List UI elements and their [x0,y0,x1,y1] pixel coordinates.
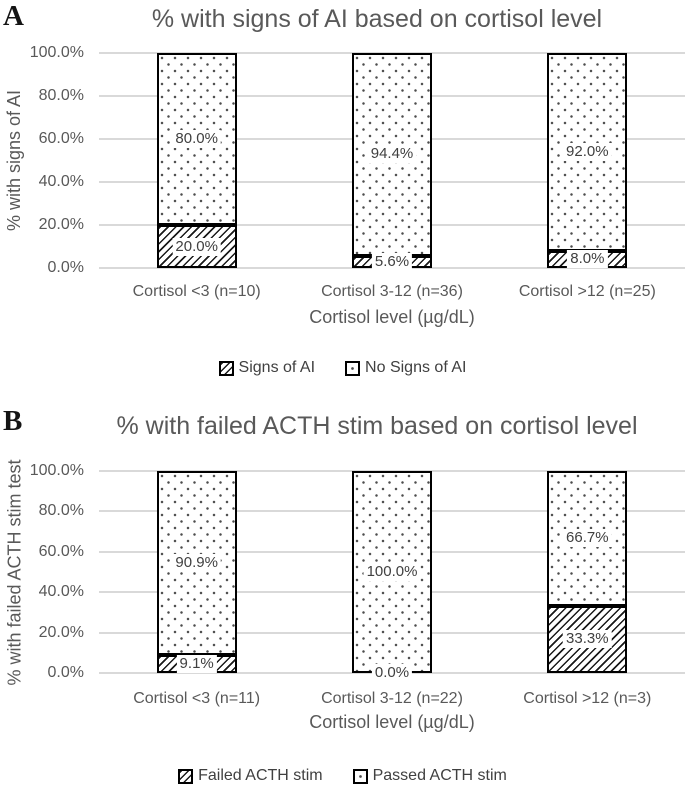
legend-label: Signs of AI [238,359,316,376]
y-tick-label: 100.0% [29,462,84,479]
x-axis-title-a: Cortisol level (µg/dL) [309,307,475,327]
plot-area-b: 9.1% 90.9% 0.0% 100.0% 33.3% 66.7% [99,470,685,682]
y-tick-label: 80.0% [38,87,84,104]
y-tick-label: 20.0% [38,623,84,641]
y-tick-label: 60.0% [38,542,84,560]
legend-item: Failed ACTH stim [178,767,323,785]
panel-letter-b: B [3,405,23,437]
bar-segment-hatch [547,605,628,673]
stacked-bar: 0.0% 100.0% [352,471,432,682]
chart-title-a: % with signs of AI based on cortisol lev… [151,5,603,33]
chart-panel-b: B % with failed ACTH stim based on corti… [0,395,685,789]
x-axis-category-labels: Cortisol <3 (n=11) Cortisol 3-12 (n=22) Co… [99,689,685,709]
gridline [99,52,685,54]
panel-letter-a: A [3,0,24,32]
category-label: Cortisol 3-12 (n=22) [321,690,463,707]
y-tick-label: 0.0% [47,664,84,681]
data-label: 90.9% [172,553,221,572]
legend-label: Failed ACTH stim [198,767,323,784]
y-tick-label: 40.0% [38,583,84,601]
data-label: 80.0% [172,130,221,148]
y-axis-tick-labels: 100.0% 80.0% 60.0% 40.0% 20.0% 0.0% [0,462,88,681]
data-label: 5.6% [371,252,413,271]
y-axis-tick-labels: 100.0% 80.0% 60.0% 40.0% 20.0% 0.0% [0,44,88,276]
stacked-bar: 33.3% 66.7% [547,471,628,673]
y-tick-label: 40.0% [38,173,84,190]
legend-item: No Signs of AI [345,359,466,377]
plot-area-a: 20.0% 80.0% 5.6% 94.4% 8.0% 92.0% [99,52,685,271]
y-tick-label: 60.0% [38,130,84,147]
stacked-bar: 8.0% 92.0% [547,53,628,269]
x-axis-category-labels: Cortisol <3 (n=10) Cortisol 3-12 (n=36) Co… [99,282,685,302]
data-label: 9.1% [176,654,217,673]
x-axis-title-b: Cortisol level (µg/dL) [309,712,475,732]
data-label: 33.3% [563,630,612,649]
chart-title-b: % with failed ACTH stim based on cortiso… [116,412,638,440]
legend-label: Passed ACTH stim [372,767,507,784]
stacked-bar: 20.0% 80.0% [156,53,237,268]
y-tick-label: 0.0% [47,259,84,276]
data-label: 0.0% [371,664,413,682]
data-label: 94.4% [367,145,417,164]
legend-item: Signs of AI [218,359,316,377]
legend-b: Failed ACTH stim Passed ACTH stim [0,767,685,785]
y-tick-label: 100.0% [29,44,84,61]
legend-label: No Signs of AI [365,359,467,376]
hatch-swatch-icon [178,768,194,784]
dots-swatch-icon [352,768,368,784]
stacked-bar: 9.1% 90.9% [156,471,237,673]
y-tick-label: 20.0% [38,216,84,233]
legend-a: Signs of AI No Signs of AI [0,359,685,377]
category-label: Cortisol >12 (n=25) [518,283,656,300]
data-label: 66.7% [563,529,612,548]
data-label: 92.0% [563,142,612,161]
hatch-swatch-icon [218,360,234,376]
data-label: 100.0% [363,563,421,581]
data-label: 20.0% [172,237,221,256]
data-label: 8.0% [567,250,608,269]
stacked-bar: 5.6% 94.4% [352,53,432,271]
legend-item: Passed ACTH stim [352,767,507,785]
dots-swatch-icon [345,360,361,376]
chart-panel-a: A % with signs of AI based on cortisol l… [0,0,685,377]
category-label: Cortisol >12 (n=3) [523,690,652,707]
category-label: Cortisol 3-12 (n=36) [321,283,463,300]
y-tick-label: 80.0% [38,502,84,520]
category-label: Cortisol <3 (n=10) [132,283,261,300]
category-label: Cortisol <3 (n=11) [133,690,261,707]
